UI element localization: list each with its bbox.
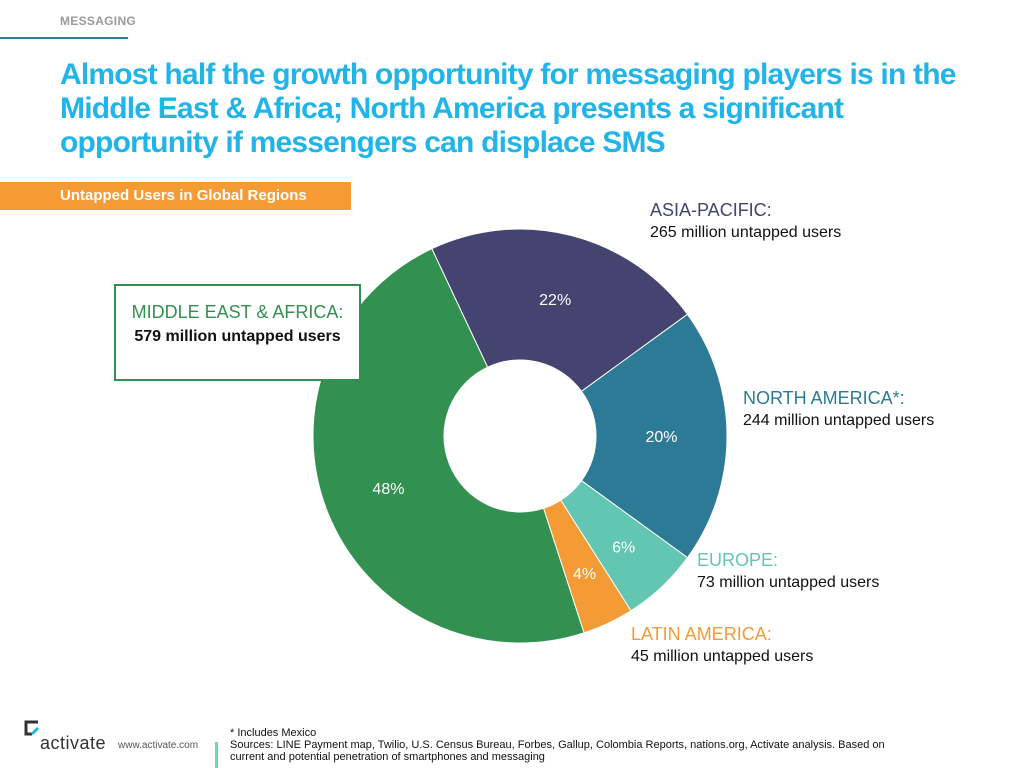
footnote-sources: Sources: LINE Payment map, Twilio, U.S. … [230, 739, 885, 763]
callout-north-america: NORTH AMERICA*: 244 million untapped use… [743, 386, 934, 432]
data-label: 22% [539, 292, 571, 309]
callout-value: 265 million untapped users [650, 224, 842, 241]
callout-europe: EUROPE: 73 million untapped users [697, 548, 879, 594]
callout-region-name: EUROPE: [697, 550, 779, 570]
callout-region-name: NORTH AMERICA*: [743, 388, 905, 408]
slice-north-america [580, 313, 728, 559]
website-url[interactable]: www.activate.com [118, 740, 199, 751]
callout-region-name: ASIA-PACIFIC: [650, 200, 772, 220]
section-label: MESSAGING [60, 14, 137, 28]
data-label: 4% [573, 566, 596, 583]
callout-asia-pacific: ASIA-PACIFIC: 265 million untapped users [650, 198, 841, 244]
footnote: * Includes Mexico Sources: LINE Payment … [230, 727, 920, 763]
callout-latin-america: LATIN AMERICA: 45 million untapped users [631, 622, 813, 668]
footer-accent-bar [215, 742, 218, 768]
callout-value: 73 million untapped users [697, 574, 880, 591]
activate-logo-icon [24, 720, 40, 736]
data-label: 6% [612, 539, 635, 556]
data-label: 48% [372, 481, 404, 498]
slice-asia-pacific [431, 228, 689, 393]
section-divider [0, 37, 128, 39]
callout-value: 579 million untapped users [134, 328, 341, 345]
callout-middle-east-africa: MIDDLE EAST & AFRICA: 579 million untapp… [114, 284, 361, 381]
logo-wordmark: activate [40, 733, 107, 753]
callout-region-name: LATIN AMERICA: [631, 624, 772, 644]
chart-title: Untapped Users in Global Regions [0, 182, 351, 210]
callout-value: 45 million untapped users [631, 648, 814, 665]
data-label: 20% [645, 429, 677, 446]
callout-region-name: MIDDLE EAST & AFRICA: [131, 302, 344, 322]
page-title: Almost half the growth opportunity for m… [60, 58, 956, 159]
callout-value: 244 million untapped users [743, 412, 935, 429]
footnote-mexico: * Includes Mexico [230, 727, 317, 739]
